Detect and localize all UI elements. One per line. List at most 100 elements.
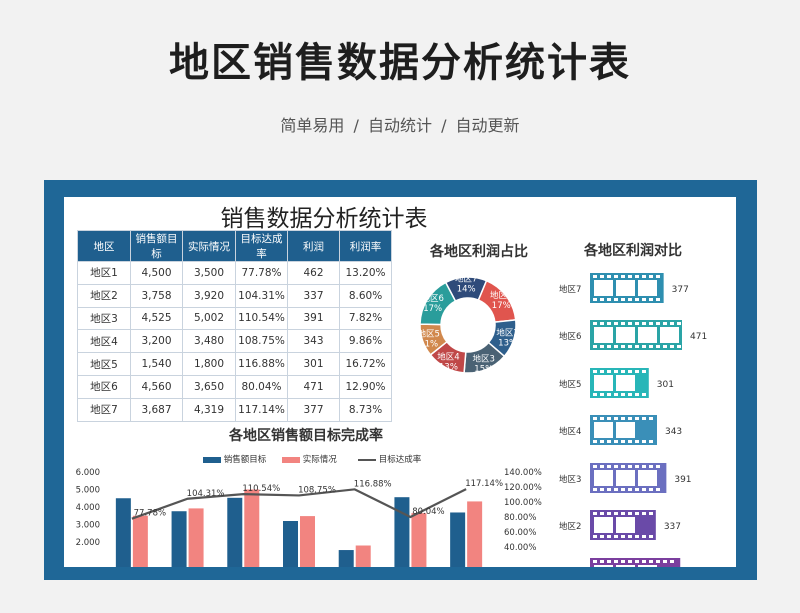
hbar-perforation xyxy=(621,560,625,563)
hbar-perforation xyxy=(593,393,597,396)
table-row: 地区6 4,560 3,650 80.04% 471 12.90% xyxy=(77,374,392,399)
hbar-perforation xyxy=(621,465,625,468)
hbar-perforation xyxy=(607,560,611,563)
hbar-frame xyxy=(594,517,613,533)
table-cell: 3,650 xyxy=(182,374,236,399)
hbar-perforation xyxy=(607,298,611,301)
y-tick-label: 4.000 xyxy=(76,503,100,513)
hbar-perforation xyxy=(656,560,660,563)
hbar-perforation xyxy=(635,488,639,491)
hbar-perforation xyxy=(600,345,604,348)
hbar-perforation xyxy=(670,322,674,325)
hbar-perforation xyxy=(600,512,604,515)
rate-data-label: 116.88% xyxy=(354,479,392,489)
rate-data-label: 110.54% xyxy=(242,484,280,494)
y2-tick-label: 80.00% xyxy=(504,513,536,523)
hbar-frame xyxy=(616,565,635,567)
hbar-frame xyxy=(616,422,635,438)
hbar-perforation xyxy=(621,393,625,396)
hbar-perforation xyxy=(649,345,653,348)
hbar-perforation xyxy=(628,535,632,538)
hbar-perforation xyxy=(621,440,625,443)
hbar-perforation xyxy=(600,560,604,563)
donut-label-region: 地区1 xyxy=(490,290,512,301)
hbar-perforation xyxy=(656,345,660,348)
hbar-frame xyxy=(638,327,657,343)
hbar-perforation xyxy=(656,298,660,301)
hbar-perforation xyxy=(600,275,604,278)
hbar-perforation xyxy=(635,535,639,538)
hbar-perforation xyxy=(600,322,604,325)
hbar-perforation xyxy=(607,417,611,420)
hbar-chart-title: 各地区利润对比 xyxy=(584,243,682,259)
hbar-value-label: 471 xyxy=(690,332,707,342)
hbar-perforation xyxy=(649,275,653,278)
hbar-perforation xyxy=(614,535,618,538)
hbar-category-label: 地区7 xyxy=(559,284,581,295)
hbar-perforation xyxy=(649,560,653,563)
hbar-perforation xyxy=(600,417,604,420)
hbar-perforation xyxy=(642,370,646,373)
sheet-canvas: 销售数据分析统计表 地区 销售额目标 实际情况 目标达成率 利润 利润率 地区1… xyxy=(64,197,736,567)
hbar-value-label: 301 xyxy=(657,380,674,390)
column-header: 目标达成率 xyxy=(235,230,288,262)
hbar-perforation xyxy=(663,560,667,563)
rate-data-label: 104.31% xyxy=(187,489,225,499)
y2-tick-label: 40.00% xyxy=(504,543,536,553)
hbar-frame xyxy=(594,565,613,567)
hbar-perforation xyxy=(635,465,639,468)
hbar-perforation xyxy=(642,322,646,325)
hbar-perforation xyxy=(677,322,681,325)
hbar-value-label: 377 xyxy=(672,285,689,295)
bar-actual xyxy=(411,513,427,567)
hbar-perforation xyxy=(649,465,653,468)
hbar-perforation xyxy=(642,512,646,515)
y-tick-label: 3.000 xyxy=(76,521,100,531)
hbar-perforation xyxy=(642,440,646,443)
hbar-perforation xyxy=(621,370,625,373)
table-cell: 3,758 xyxy=(130,283,183,308)
table-cell: 3,687 xyxy=(130,397,183,422)
table-cell: 4,525 xyxy=(130,306,183,331)
hbar-perforation xyxy=(607,440,611,443)
hbar-perforation xyxy=(614,512,618,515)
y-tick-label: 6.000 xyxy=(76,468,100,478)
hbar-perforation xyxy=(642,393,646,396)
hbar-perforation xyxy=(635,417,639,420)
table-cell: 462 xyxy=(287,261,340,285)
hbar-category-label: 地区5 xyxy=(559,379,581,390)
hbar-perforation xyxy=(635,345,639,348)
bar-target xyxy=(283,521,298,567)
hbar-perforation xyxy=(642,345,646,348)
y2-tick-label: 60.00% xyxy=(504,528,536,538)
page-subtitle: 简单易用 / 自动统计 / 自动更新 xyxy=(280,116,520,135)
table-row: 地区2 3,758 3,920 104.31% 337 8.60% xyxy=(77,283,392,308)
hbar-perforation xyxy=(670,560,674,563)
hbar-frame xyxy=(616,375,635,391)
hbar-perforation xyxy=(600,465,604,468)
hbar-perforation xyxy=(642,298,646,301)
hbar-value-label: 391 xyxy=(674,475,691,485)
hbar-perforation xyxy=(628,417,632,420)
legend-label: 销售额目标 xyxy=(223,455,267,465)
hbar-category-label: 地区2 xyxy=(559,521,581,532)
hbar-perforation xyxy=(649,535,653,538)
bar-actual xyxy=(244,489,260,567)
hbar-perforation xyxy=(600,535,604,538)
hbar-perforation xyxy=(621,345,625,348)
hbar-perforation xyxy=(614,440,618,443)
hbar-perforation xyxy=(614,298,618,301)
hbar-perforation xyxy=(628,370,632,373)
hbar-perforation xyxy=(635,370,639,373)
hbar-perforation xyxy=(614,345,618,348)
bar-actual xyxy=(132,515,148,567)
hbar-perforation xyxy=(628,440,632,443)
table-cell: 3,500 xyxy=(182,261,236,285)
hbar-perforation xyxy=(621,488,625,491)
table-cell: 108.75% xyxy=(235,329,288,354)
hbar-perforation xyxy=(607,275,611,278)
hbar-frame xyxy=(616,470,635,486)
hbar-perforation xyxy=(621,512,625,515)
legend-swatch xyxy=(358,458,376,461)
hbar-perforation xyxy=(614,560,618,563)
